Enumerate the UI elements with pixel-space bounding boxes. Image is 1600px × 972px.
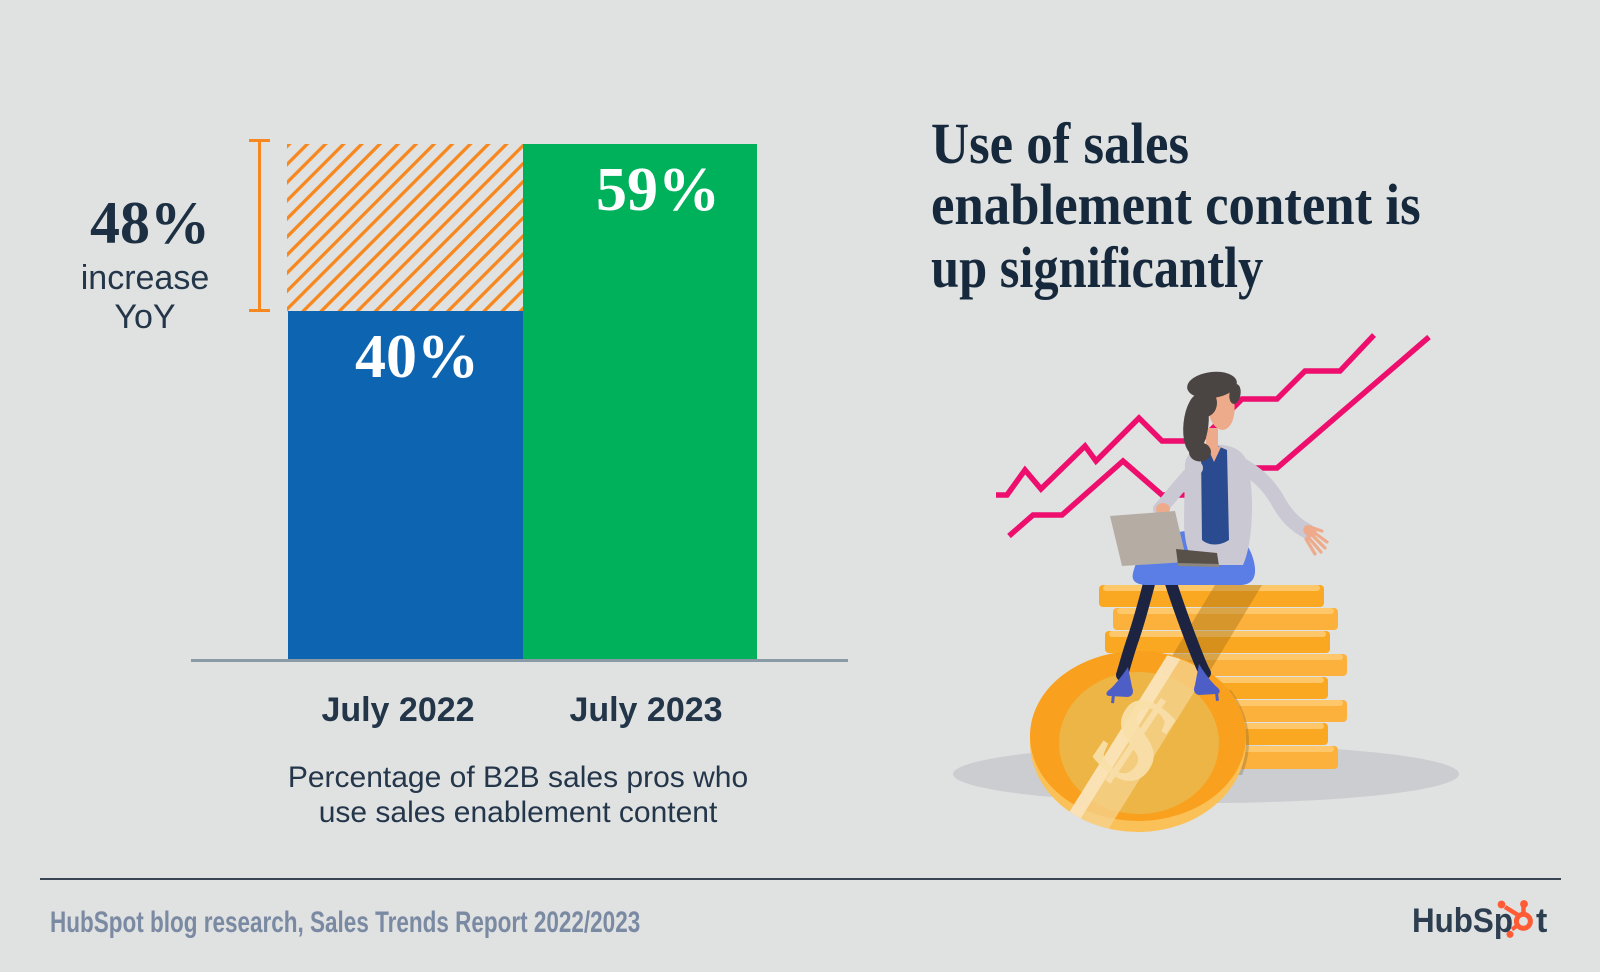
svg-text:HubSp: HubSp: [1412, 902, 1513, 940]
svg-text:t: t: [1536, 902, 1547, 940]
